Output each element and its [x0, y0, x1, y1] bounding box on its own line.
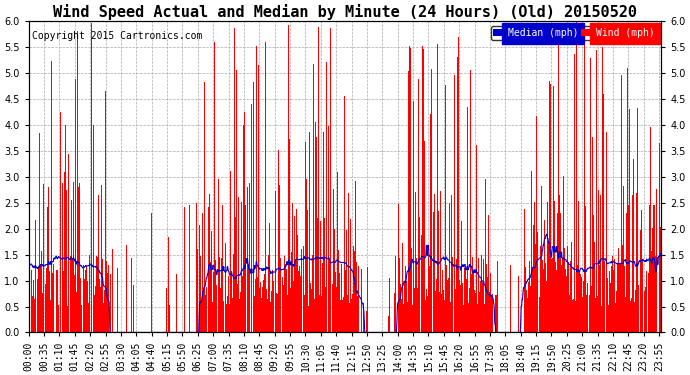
- Legend: Median (mph), Wind (mph): Median (mph), Wind (mph): [491, 26, 656, 40]
- Text: Copyright 2015 Cartronics.com: Copyright 2015 Cartronics.com: [32, 31, 202, 40]
- Title: Wind Speed Actual and Median by Minute (24 Hours) (Old) 20150520: Wind Speed Actual and Median by Minute (…: [53, 4, 637, 20]
